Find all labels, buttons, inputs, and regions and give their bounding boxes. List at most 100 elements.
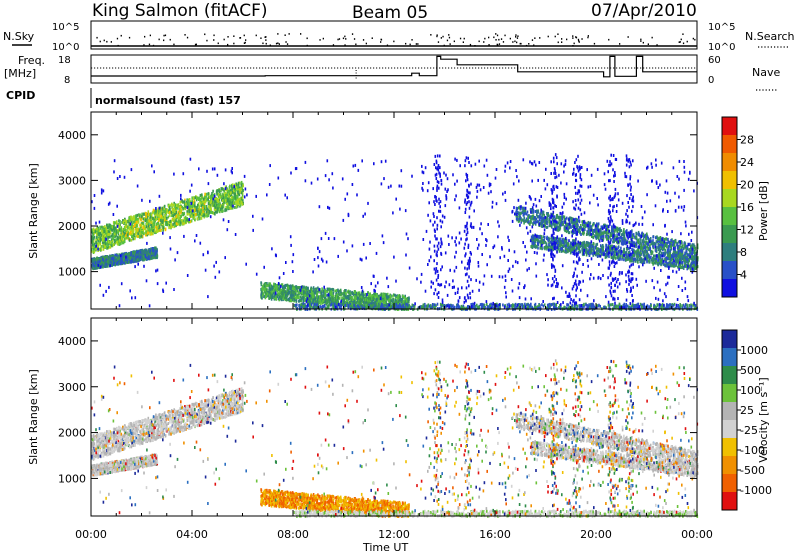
power-cell — [133, 217, 136, 221]
power-cell — [143, 258, 145, 262]
power-cell — [235, 182, 237, 186]
power-cell — [619, 229, 621, 233]
nsky-point — [285, 41, 287, 43]
power-cell — [147, 210, 150, 214]
power-cell — [649, 237, 652, 240]
power-cell — [240, 197, 243, 201]
power-cell — [219, 210, 221, 214]
power-cell — [271, 296, 274, 299]
power-cell — [146, 233, 149, 237]
power-cell — [133, 215, 135, 219]
power-cell — [351, 300, 354, 304]
power-cell — [95, 259, 98, 263]
station-title: King Salmon (fitACF) — [92, 1, 268, 21]
power-cell — [130, 215, 132, 219]
power-cell — [121, 239, 124, 243]
power-cell — [161, 227, 164, 231]
power-cell — [565, 216, 568, 220]
power-cell — [140, 234, 143, 238]
power-cell — [225, 208, 228, 212]
power-cell — [376, 299, 379, 303]
power-cell — [241, 202, 244, 206]
power-cell — [277, 292, 280, 296]
freq-tick-left-top: 18 — [58, 55, 71, 66]
power-cell — [116, 240, 118, 244]
nsky-point — [144, 35, 146, 38]
power-cell — [350, 299, 353, 303]
nsky-tick-left-bottom: 10^0 — [52, 42, 79, 53]
power-cell — [155, 252, 158, 256]
power-cell — [118, 238, 120, 242]
nsky-point — [531, 39, 534, 41]
power-cell — [123, 219, 125, 222]
power-cell — [364, 298, 367, 302]
power-cell — [323, 292, 325, 296]
power-cell — [112, 237, 114, 240]
power-cell — [112, 243, 115, 246]
power-cell — [114, 232, 116, 236]
power-cell — [194, 208, 196, 212]
power-cell — [152, 216, 154, 220]
power-cell — [121, 252, 124, 256]
power-cell — [107, 232, 109, 236]
power-cell — [240, 187, 242, 191]
power-cell — [302, 296, 305, 300]
nsky-point — [239, 37, 241, 39]
power-cell — [105, 264, 108, 268]
nsky-marks — [91, 33, 697, 47]
power-cell — [167, 211, 170, 215]
power-cell — [635, 231, 637, 235]
power-cell — [139, 216, 141, 220]
power-cell — [130, 217, 133, 221]
power-cell — [197, 213, 199, 217]
power-cell — [92, 240, 95, 244]
power-cell — [110, 257, 113, 261]
power-cell — [120, 236, 123, 240]
power-cell — [290, 299, 292, 303]
power-cell — [227, 191, 229, 195]
power-cell — [207, 210, 209, 214]
power-cell — [353, 299, 356, 303]
nsky-point — [365, 42, 367, 45]
power-cell — [371, 297, 373, 301]
power-cell — [144, 218, 147, 222]
power-cell — [218, 190, 221, 194]
power-cell — [125, 260, 128, 264]
power-cell — [198, 196, 200, 200]
power-cell — [172, 215, 175, 219]
power-cell — [164, 214, 166, 218]
power-cell — [130, 220, 133, 224]
power-cell — [147, 218, 150, 222]
nsky-point — [194, 43, 197, 46]
power-cell — [380, 297, 383, 301]
power-cell — [311, 298, 313, 302]
power-cell — [291, 284, 294, 288]
nsky-point — [566, 38, 568, 41]
power-cell — [145, 233, 147, 237]
power-cell — [146, 257, 149, 261]
power-cell — [283, 289, 285, 293]
power-cell — [353, 295, 356, 298]
power-cell — [105, 227, 108, 231]
power-cell — [346, 301, 348, 305]
power-cell — [91, 249, 93, 253]
power-cell — [378, 294, 380, 298]
power-cell — [119, 262, 122, 266]
power-cell — [270, 297, 273, 301]
power-cell — [521, 211, 524, 214]
nsky-tick-right-bottom: 10^0 — [708, 42, 735, 53]
power-cell — [302, 300, 305, 304]
power-cell — [369, 292, 371, 296]
power-cell — [570, 230, 573, 234]
power-cell — [151, 223, 153, 227]
power-cell — [149, 213, 151, 217]
nsky-point — [277, 42, 279, 44]
power-marks — [91, 153, 699, 311]
power-cell — [104, 240, 106, 244]
power-cell — [241, 194, 244, 198]
power-cell — [314, 291, 316, 295]
power-cell — [373, 295, 376, 299]
power-cell — [587, 228, 590, 232]
power-cell — [238, 202, 240, 206]
power-cell — [521, 206, 524, 210]
